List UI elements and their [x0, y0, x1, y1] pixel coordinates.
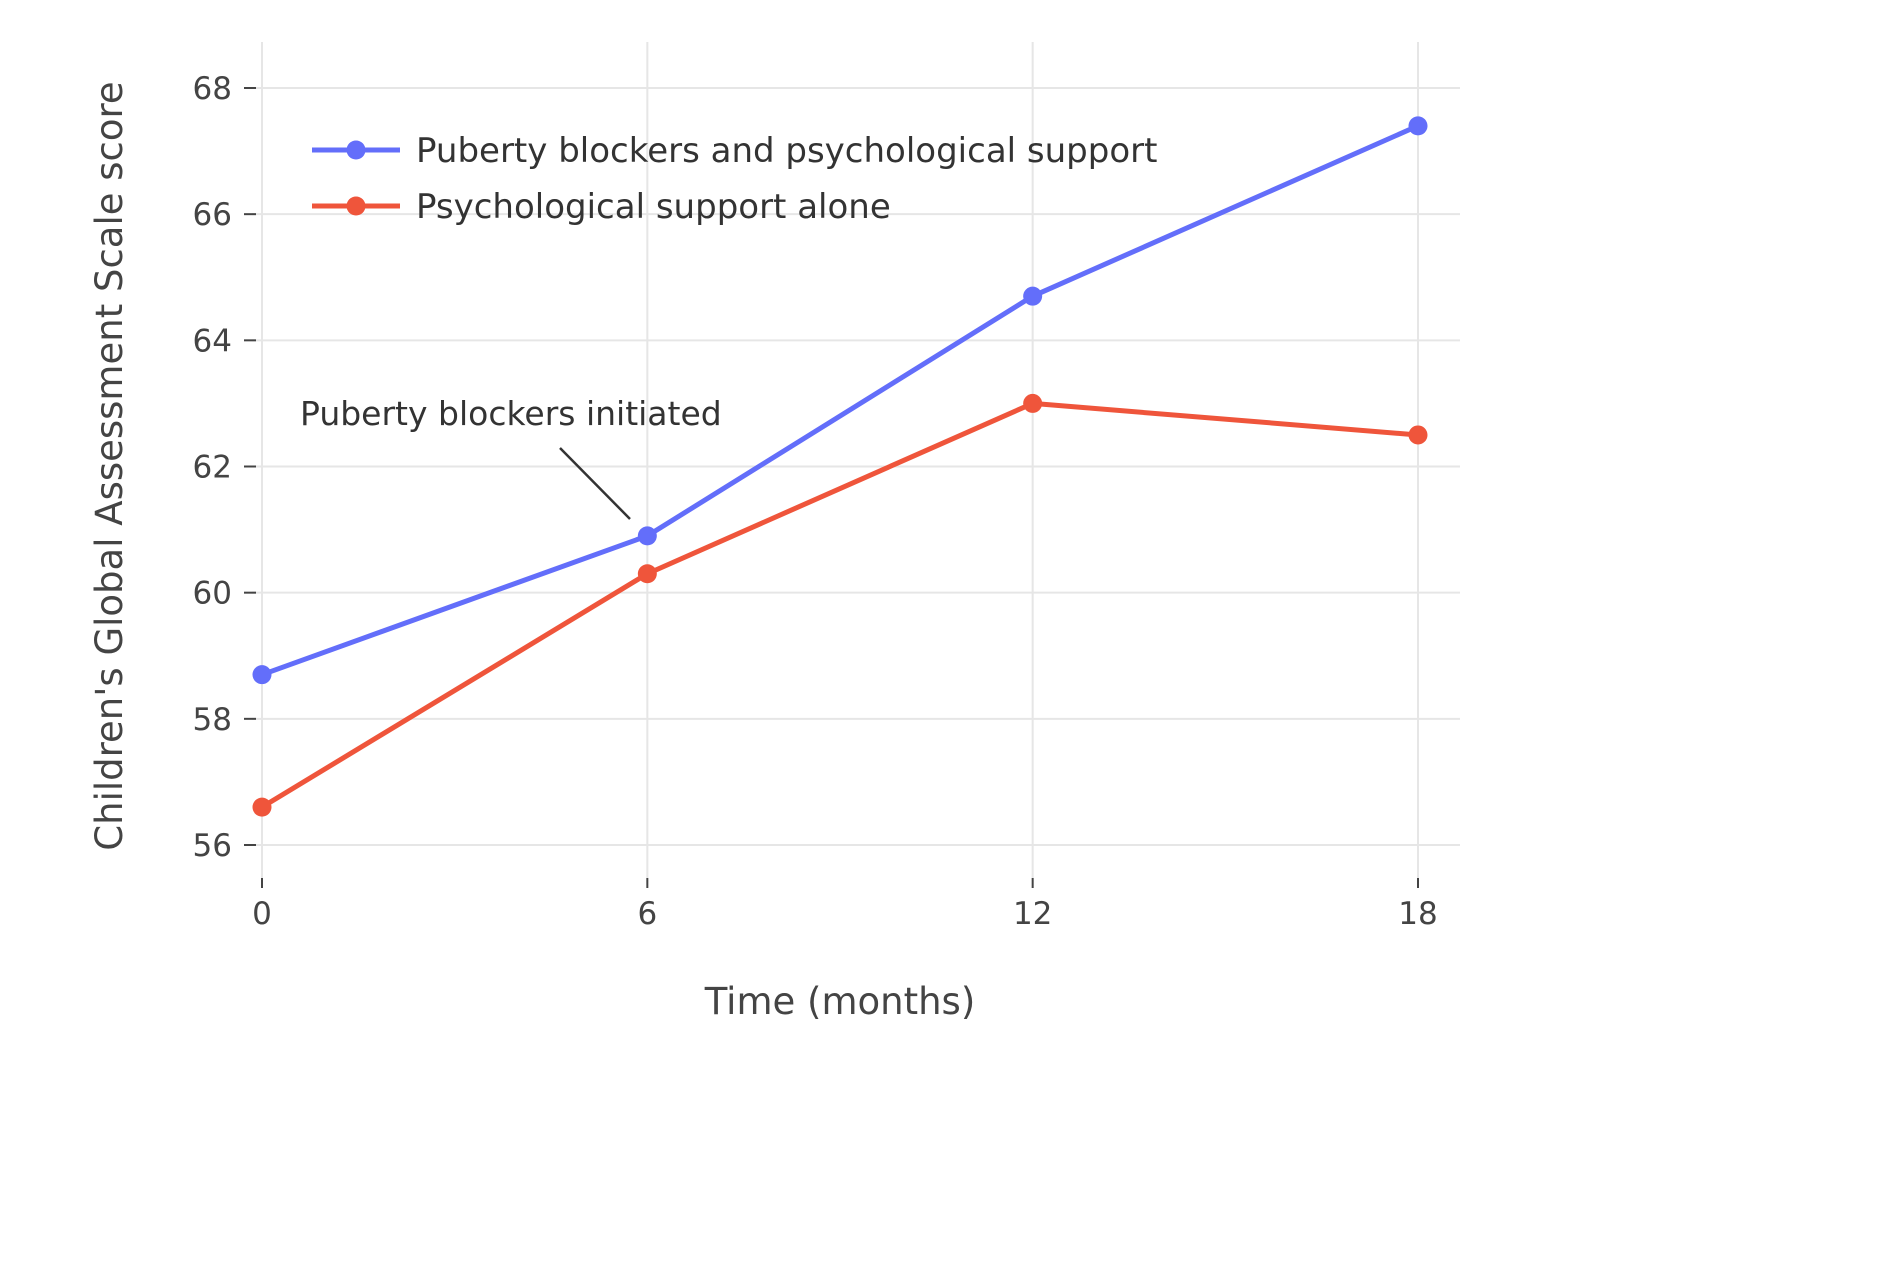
legend-label-support-alone: Psychological support alone [416, 187, 891, 227]
legend-label-blockers: Puberty blockers and psychological suppo… [416, 131, 1157, 171]
annotation: Puberty blockers initiated [300, 394, 722, 520]
data-point-series-0-x-12[interactable] [1023, 286, 1043, 306]
data-point-series-1-x-18[interactable] [1408, 425, 1428, 445]
annotation-pointer-line [559, 447, 631, 520]
data-point-series-1-x-6[interactable] [637, 564, 657, 584]
y-tick-label-56: 56 [193, 828, 232, 864]
x-axis-title: Time (months) [704, 980, 976, 1023]
legend-item-support-alone[interactable]: Psychological support alone [312, 187, 891, 227]
gridlines [252, 42, 1460, 878]
data-point-series-0-x-18[interactable] [1408, 116, 1428, 136]
x-tick-label-18: 18 [1398, 896, 1437, 932]
x-tick-label-0: 0 [252, 896, 272, 932]
data-point-series-0-x-0[interactable] [252, 665, 272, 685]
series-line-1 [259, 400, 1421, 810]
y-axis-title: Children's Global Assessment Scale score [88, 81, 131, 850]
x-tick-label-6: 6 [637, 896, 657, 932]
y-tick-label-64: 64 [193, 323, 232, 359]
legend: Puberty blockers and psychological suppo… [312, 131, 1157, 227]
series-layer [252, 116, 1428, 817]
y-tick-label-60: 60 [193, 576, 232, 612]
series-line-0 [259, 123, 1421, 678]
y-tick-label-68: 68 [193, 71, 232, 107]
y-tick-label-58: 58 [193, 702, 232, 738]
legend-marker-support-alone [346, 196, 366, 216]
y-tick-label-62: 62 [193, 450, 232, 486]
x-tick-label-12: 12 [1013, 896, 1052, 932]
legend-item-blockers[interactable]: Puberty blockers and psychological suppo… [312, 131, 1157, 171]
annotation-text: Puberty blockers initiated [300, 394, 722, 433]
y-tick-label-66: 66 [193, 197, 232, 233]
data-point-series-0-x-6[interactable] [637, 526, 657, 546]
legend-marker-blockers [346, 140, 366, 160]
axis-ticks: 56 58 60 62 64 66 68 0 6 12 18 [193, 71, 1438, 932]
data-point-series-1-x-0[interactable] [252, 797, 272, 817]
data-point-series-1-x-12[interactable] [1023, 393, 1043, 413]
